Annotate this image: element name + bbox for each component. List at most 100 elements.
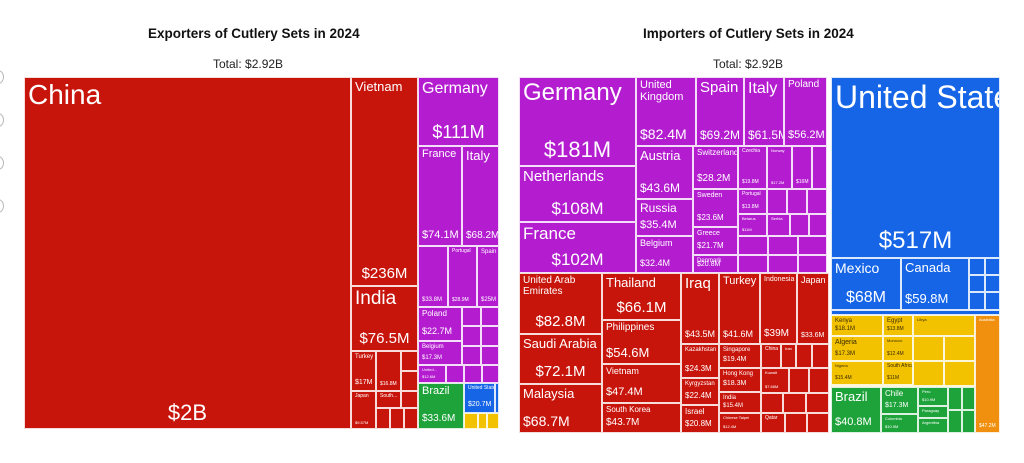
treemap-tile[interactable]: Peru $10.9M — [918, 387, 948, 406]
treemap-tile[interactable]: Canada $59.8M — [901, 258, 969, 310]
treemap-tile[interactable]: $33.8M — [418, 246, 448, 307]
treemap-tile[interactable]: Poland $56.2M — [784, 77, 827, 146]
treemap-minor-tile[interactable] — [944, 336, 975, 361]
treemap-minor-tile[interactable] — [464, 365, 482, 383]
treemap-minor-tile[interactable] — [812, 344, 829, 368]
treemap-minor-tile[interactable] — [462, 307, 481, 326]
treemap-minor-tile[interactable] — [404, 408, 418, 429]
treemap-minor-tile[interactable] — [913, 336, 944, 361]
treemap-tile[interactable]: Belgium $32.4M — [636, 236, 693, 273]
treemap-minor-tile[interactable] — [798, 236, 827, 255]
treemap-minor-tile[interactable] — [985, 275, 1000, 292]
treemap-tile[interactable]: Brazil $40.8M — [831, 387, 881, 433]
treemap-tile[interactable]: Chile $17.3M — [881, 387, 918, 414]
treemap-minor-tile[interactable] — [948, 410, 962, 433]
treemap-tile[interactable]: Nigeria $15.4M — [831, 361, 883, 385]
treemap-tile[interactable]: Sweden $23.6M — [693, 189, 738, 227]
treemap-tile[interactable]: Netherlands $108M — [519, 166, 636, 222]
treemap-tile[interactable]: Saudi Arabia $72.1M — [519, 334, 602, 384]
treemap-minor-tile[interactable] — [809, 214, 827, 236]
treemap-tile[interactable]: Morocco $12.4M — [883, 336, 913, 361]
treemap-tile[interactable]: $16M — [792, 146, 812, 189]
treemap-minor-tile[interactable] — [985, 292, 1000, 310]
treemap-tile[interactable]: Greece $21.7M — [693, 227, 738, 255]
treemap-tile[interactable]: Iran — [781, 344, 796, 368]
treemap-tile[interactable]: India $15.4M — [719, 392, 761, 413]
treemap-minor-tile[interactable] — [807, 413, 829, 433]
treemap-tile[interactable]: Libya — [913, 315, 975, 336]
treemap-tile[interactable]: Colombia $10.9M — [881, 414, 918, 433]
treemap-tile[interactable]: South... — [376, 391, 401, 408]
treemap-tile[interactable]: France $74.1M — [418, 146, 462, 246]
treemap-tile[interactable]: Argentina — [918, 418, 948, 433]
treemap-tile[interactable]: France $102M — [519, 222, 636, 273]
treemap-tile[interactable]: Switzerland $28.2M — [693, 146, 738, 189]
treemap-tile[interactable]: Russia $35.4M — [636, 199, 693, 236]
treemap-minor-tile[interactable] — [768, 255, 798, 273]
treemap-tile[interactable]: Belarus $11M — [738, 214, 767, 236]
treemap-tile[interactable]: Belgium $17.3M — [418, 341, 462, 365]
treemap-tile[interactable]: Singapore $19.4M — [719, 344, 761, 368]
treemap-minor-tile[interactable] — [446, 365, 464, 383]
treemap-minor-tile[interactable] — [944, 361, 975, 387]
treemap-minor-tile[interactable] — [768, 236, 798, 255]
treemap-tile[interactable]: Serbia — [767, 214, 790, 236]
treemap-minor-tile[interactable] — [913, 361, 944, 387]
treemap-tile[interactable]: Turkey $41.6M — [719, 273, 760, 344]
treemap-tile[interactable]: Japan $33.6M — [797, 273, 829, 344]
treemap-minor-tile[interactable] — [969, 275, 985, 292]
treemap-tile[interactable]: Poland $22.7M — [418, 307, 462, 341]
treemap-minor-tile[interactable] — [787, 189, 807, 214]
treemap-tile[interactable]: Portugal $13.8M — [738, 189, 767, 214]
treemap-minor-tile[interactable] — [790, 214, 809, 236]
treemap-tile[interactable]: South Africa $11M — [883, 361, 913, 385]
treemap-minor-tile[interactable] — [401, 351, 418, 371]
treemap-tile[interactable]: Italy $68.2M — [462, 146, 499, 246]
treemap-minor-tile[interactable] — [481, 346, 499, 365]
treemap-tile[interactable]: Kuwait $7.66M — [761, 368, 789, 393]
treemap-tile[interactable]: Italy $61.5M — [744, 77, 784, 146]
treemap-tile[interactable]: Turkey $17M — [351, 351, 376, 391]
treemap-minor-tile[interactable] — [806, 393, 829, 413]
treemap-minor-tile[interactable] — [809, 368, 829, 393]
treemap-tile[interactable]: Spain $69.2M — [696, 77, 744, 146]
treemap-minor-tile[interactable] — [738, 255, 768, 273]
treemap-tile[interactable]: Malaysia $68.7M — [519, 384, 602, 433]
treemap-minor-tile[interactable] — [401, 371, 418, 391]
treemap-tile[interactable]: Kazakhstan $24.3M — [681, 344, 719, 378]
treemap-tile[interactable]: China — [761, 344, 781, 368]
treemap-minor-tile[interactable] — [969, 292, 985, 310]
treemap-tile[interactable]: United Kingdom $82.4M — [636, 77, 696, 146]
treemap-tile[interactable]: United States $517M — [831, 77, 1000, 258]
treemap-minor-tile[interactable] — [761, 393, 783, 413]
treemap-tile[interactable]: Austria $43.6M — [636, 146, 693, 199]
treemap-minor-tile[interactable] — [401, 391, 418, 408]
treemap-minor-tile[interactable] — [831, 385, 975, 387]
treemap-minor-tile[interactable] — [783, 393, 806, 413]
treemap-tile[interactable]: Chinese Taipei $12.4M — [719, 413, 761, 433]
treemap-tile[interactable]: $16.8M — [376, 351, 401, 391]
treemap-tile[interactable]: Norway $17.2M — [767, 146, 792, 189]
treemap-tile[interactable]: Germany $181M — [519, 77, 636, 166]
treemap-minor-tile[interactable] — [812, 146, 827, 189]
treemap-tile[interactable]: Qatar — [761, 413, 785, 433]
treemap-minor-tile[interactable] — [807, 189, 827, 214]
treemap-minor-tile[interactable] — [831, 310, 1000, 315]
treemap-tile[interactable]: India $76.5M — [351, 286, 418, 351]
treemap-tile[interactable]: United States $20.7M — [464, 383, 495, 413]
treemap-tile[interactable]: Philippines $54.6M — [602, 320, 681, 364]
treemap-tile[interactable]: Brazil $33.6M — [418, 383, 464, 429]
treemap-minor-tile[interactable] — [738, 236, 768, 255]
treemap-minor-tile[interactable] — [767, 189, 787, 214]
treemap-tile[interactable]: United Arab Emirates $82.8M — [519, 273, 602, 334]
treemap-tile[interactable]: Japan $9.57M — [351, 391, 376, 429]
treemap-tile[interactable]: Australia $47.2M — [975, 315, 1000, 433]
treemap-tile[interactable]: Thailand $66.1M — [602, 273, 681, 320]
treemap-minor-tile[interactable] — [390, 408, 404, 429]
treemap-tile[interactable]: Vietnam $236M — [351, 77, 418, 286]
treemap-minor-tile[interactable] — [985, 258, 1000, 275]
treemap-minor-tile[interactable] — [495, 383, 499, 413]
treemap-tile[interactable]: Czechia $19.8M — [738, 146, 767, 189]
treemap-tile[interactable]: Mexico $68M — [831, 258, 901, 310]
treemap-minor-tile[interactable] — [464, 413, 478, 429]
